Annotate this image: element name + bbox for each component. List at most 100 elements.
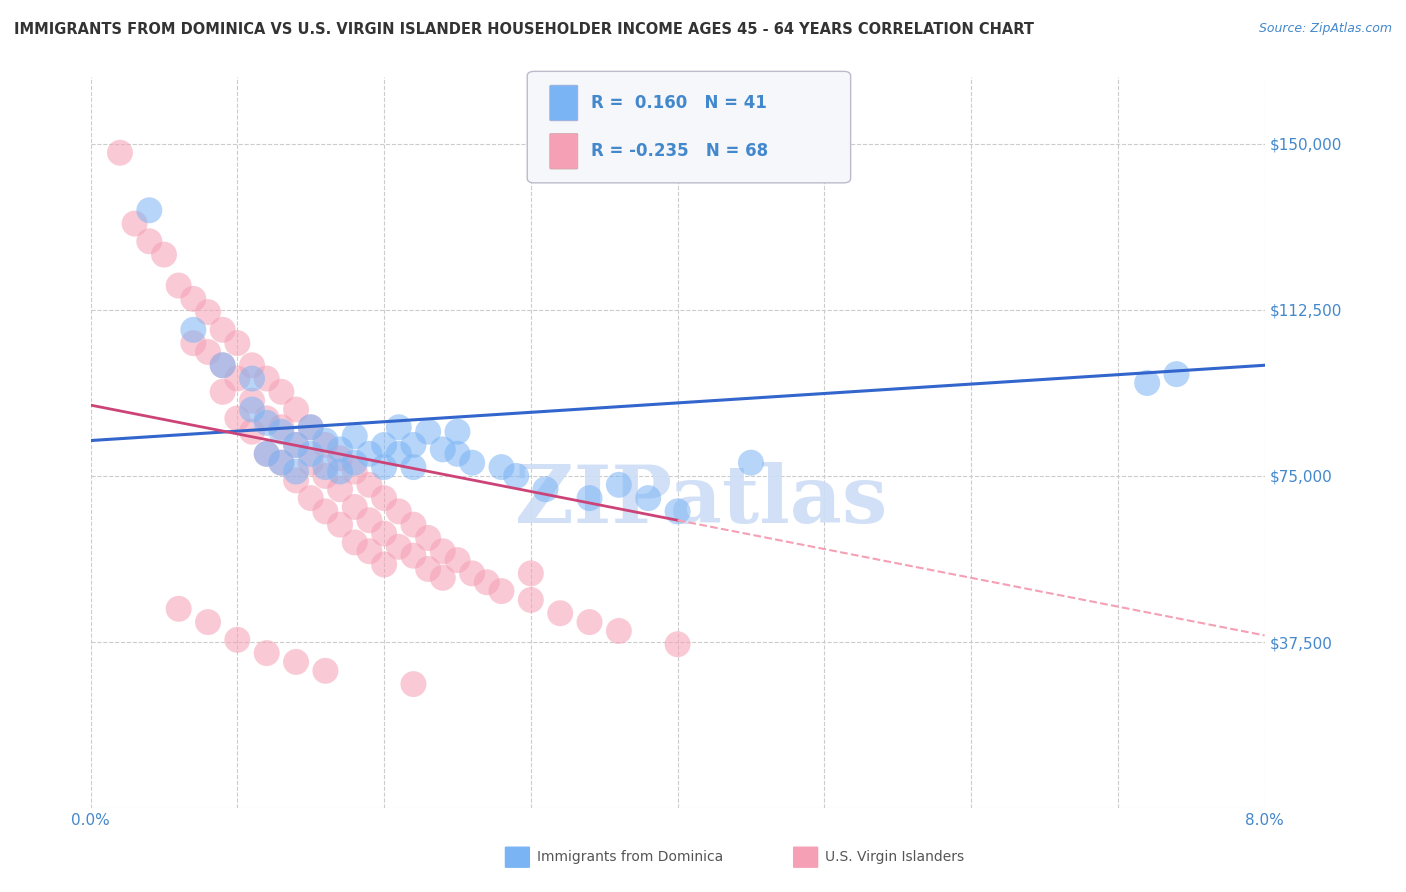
Point [197,615,219,629]
Point [534,482,557,496]
Point [299,491,322,505]
Point [240,402,263,417]
Point [153,247,176,261]
Point [343,456,366,470]
Point [183,336,205,351]
Point [359,478,381,492]
Point [666,637,689,651]
Text: Immigrants from Dominica: Immigrants from Dominica [537,850,723,864]
Point [270,456,292,470]
Point [446,553,468,567]
Point [138,234,160,248]
Text: ZIPatlas: ZIPatlas [515,462,887,541]
Point [211,358,233,372]
Point [211,358,233,372]
Point [240,358,263,372]
Point [240,371,263,385]
Point [416,531,439,545]
Point [167,602,190,616]
Point [373,460,395,475]
Point [256,646,278,660]
Point [548,606,571,620]
Point [373,526,395,541]
Point [343,535,366,549]
Point [1166,367,1188,381]
Point [285,438,308,452]
Point [491,584,513,599]
Point [461,566,484,581]
Point [299,420,322,434]
Point [285,465,308,479]
Point [388,447,411,461]
Point [343,465,366,479]
Point [416,562,439,576]
Point [226,336,249,351]
Point [373,558,395,572]
Point [211,384,233,399]
Point [520,593,543,607]
Point [314,438,336,452]
Point [416,425,439,439]
Point [505,469,527,483]
Point [359,513,381,527]
Point [432,544,454,558]
Point [373,438,395,452]
Point [446,425,468,439]
Point [388,420,411,434]
Point [343,429,366,443]
Point [314,504,336,518]
Point [329,482,352,496]
Point [607,478,630,492]
Point [240,425,263,439]
Point [329,442,352,457]
Point [183,323,205,337]
Point [520,566,543,581]
Point [359,447,381,461]
Point [226,632,249,647]
Point [183,292,205,306]
Point [607,624,630,638]
Point [108,145,131,160]
Point [373,491,395,505]
Point [329,451,352,466]
Point [578,491,600,505]
Point [256,447,278,461]
Point [299,456,322,470]
Point [256,411,278,425]
Point [197,345,219,359]
Point [402,517,425,532]
Point [475,575,498,590]
Point [226,411,249,425]
Text: IMMIGRANTS FROM DOMINICA VS U.S. VIRGIN ISLANDER HOUSEHOLDER INCOME AGES 45 - 64: IMMIGRANTS FROM DOMINICA VS U.S. VIRGIN … [14,22,1033,37]
Point [314,664,336,678]
Point [329,465,352,479]
Point [343,500,366,514]
Point [240,393,263,408]
Point [226,371,249,385]
Point [637,491,659,505]
Point [270,425,292,439]
Point [329,517,352,532]
Point [446,447,468,461]
Point [167,278,190,293]
Point [256,371,278,385]
Point [197,305,219,319]
Point [285,655,308,669]
Point [285,402,308,417]
Point [314,469,336,483]
Point [270,420,292,434]
Point [211,323,233,337]
Point [256,416,278,430]
Text: R =  0.160   N = 41: R = 0.160 N = 41 [591,94,766,112]
Point [270,456,292,470]
Point [666,504,689,518]
Point [314,434,336,448]
Point [461,456,484,470]
Point [402,677,425,691]
Point [578,615,600,629]
Point [491,460,513,475]
Point [285,438,308,452]
Point [402,438,425,452]
Point [314,460,336,475]
Point [432,442,454,457]
